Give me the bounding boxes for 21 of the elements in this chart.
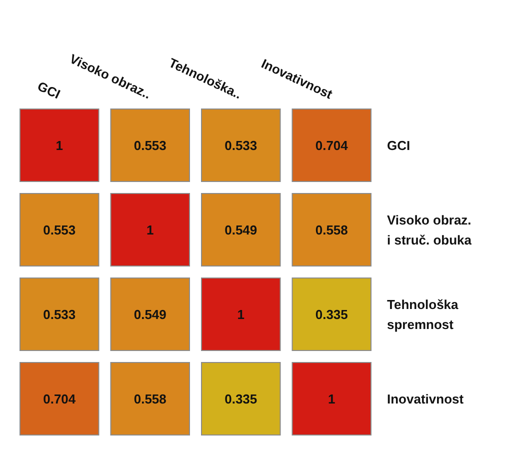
data-label: 0.335 [315, 306, 348, 322]
data-label: 1 [146, 222, 154, 238]
data-label: 0.553 [134, 138, 166, 153]
data-label: 0.558 [315, 222, 348, 238]
data-label: 1 [328, 391, 336, 406]
data-label: 0.533 [224, 138, 258, 153]
data-label: 0.558 [134, 391, 166, 406]
data-label: 0.549 [224, 222, 258, 238]
x-tick-label: GCI [35, 78, 63, 102]
data-label: 0.335 [224, 391, 258, 406]
y2-tick-label: Visoko obraz. i struč. obuka [387, 212, 472, 248]
data-label: 0.704 [43, 391, 76, 406]
y2-tick-label: Tehnološka spremnost [387, 296, 460, 332]
data-label: 0.533 [43, 306, 76, 322]
y2-tick-label: GCI [387, 138, 410, 153]
data-label: 0.553 [43, 222, 76, 238]
data-label: 0.704 [315, 138, 349, 153]
data-label: 1 [237, 306, 244, 322]
data-label: 0.549 [134, 306, 166, 322]
y2-tick-label: Inovativnost [387, 391, 464, 406]
data-label: 1 [56, 138, 63, 153]
